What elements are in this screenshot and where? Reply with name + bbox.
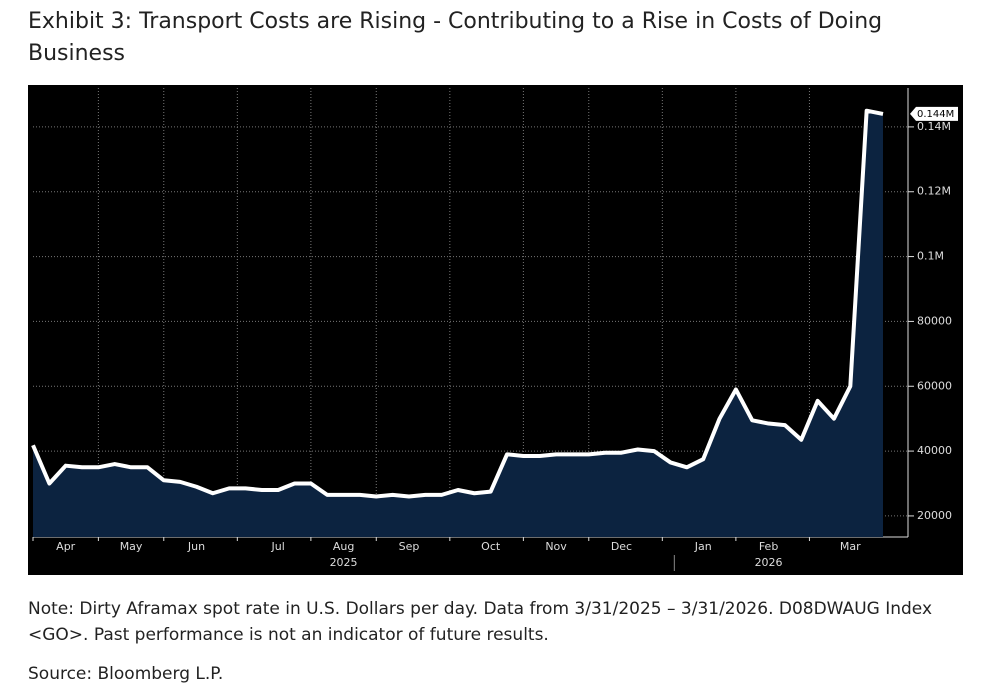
year-label: 2026: [755, 556, 783, 569]
note: Note: Dirty Aframax spot rate in U.S. Do…: [28, 599, 933, 645]
x-tick-label: Apr: [56, 540, 76, 553]
x-tick-label: Nov: [545, 540, 567, 553]
x-tick-label: Jan: [694, 540, 712, 553]
line: [31, 108, 884, 499]
x-tick-label: Feb: [759, 540, 778, 553]
x-tick-label: Oct: [481, 540, 501, 553]
value-label: 0.144M: [917, 109, 954, 120]
x-tick-label: Jun: [187, 540, 205, 553]
y-tick-label: 40000: [917, 444, 952, 457]
x-tick-label: Sep: [399, 540, 420, 553]
y-tick-label: 80000: [917, 314, 952, 327]
source: Source: Bloomberg L.P.: [28, 664, 224, 684]
value-label-box: [910, 106, 958, 121]
year-label: 2025: [330, 556, 358, 569]
x-tick-label: Dec: [611, 540, 632, 553]
x-tick-label: Mar: [840, 540, 861, 553]
chart: 20000 40000 60000 80000 0.1M 0.12M 0.14M Apr May…: [28, 85, 963, 575]
y-tick-label: 20000: [917, 509, 952, 522]
x-tick-label: Aug: [333, 540, 354, 553]
y-tick-label: 0.12M: [917, 185, 951, 198]
y-tick-label: 0.14M: [917, 120, 951, 133]
chart-title: Exhibit 3: Transport Costs are Rising - …: [28, 9, 883, 66]
y-tick-label: 0.1M: [917, 250, 944, 263]
area: [33, 110, 883, 537]
y-tick-label: 60000: [917, 379, 952, 392]
x-tick-label: Jul: [271, 540, 285, 553]
x-tick-label: May: [120, 540, 143, 553]
